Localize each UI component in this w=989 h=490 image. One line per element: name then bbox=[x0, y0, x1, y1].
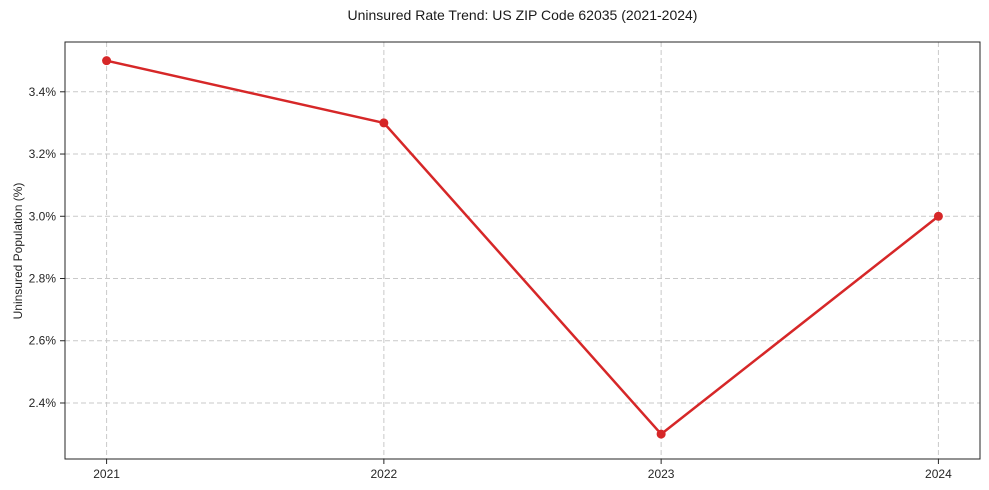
data-point-2022 bbox=[379, 118, 389, 128]
data-point-2021 bbox=[102, 56, 112, 66]
x-tick-label: 2021 bbox=[93, 467, 120, 481]
trend-line bbox=[105, 59, 940, 436]
x-tick-label: 2024 bbox=[925, 467, 952, 481]
data-point-2024 bbox=[933, 211, 943, 221]
plot-area-border bbox=[64, 41, 981, 460]
y-tick-label: 2.4% bbox=[29, 396, 57, 410]
x-tick-label: 2022 bbox=[371, 467, 398, 481]
y-tick-label: 3.4% bbox=[29, 85, 57, 99]
y-tick-label: 2.6% bbox=[29, 334, 57, 348]
chart-title: Uninsured Rate Trend: US ZIP Code 62035 … bbox=[347, 7, 698, 23]
y-tick-label: 3.2% bbox=[29, 147, 57, 161]
data-point-2023 bbox=[656, 429, 666, 439]
y-tick-label: 3.0% bbox=[29, 209, 57, 223]
y-tick-label: 2.8% bbox=[29, 272, 57, 286]
x-tick-label: 2023 bbox=[648, 467, 675, 481]
